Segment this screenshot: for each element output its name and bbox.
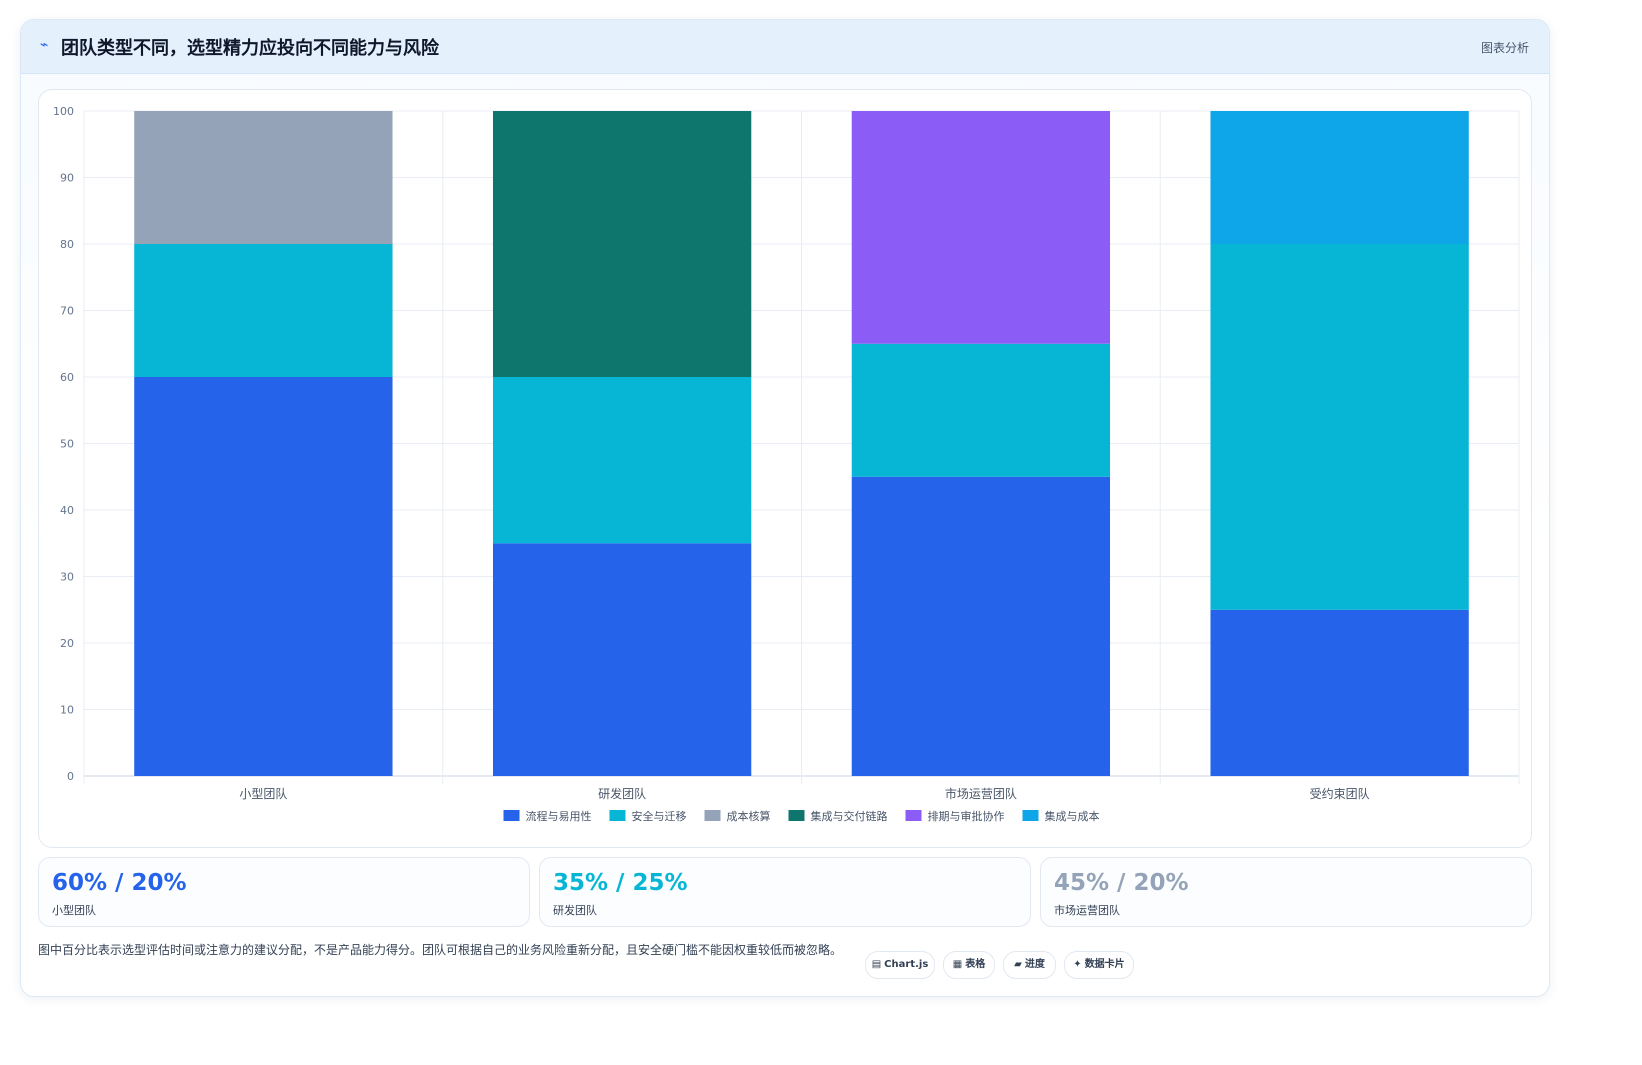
bar-segment [492,377,752,544]
bar-segment [1210,609,1469,776]
chip-data-card[interactable]: ✦ 数据卡片 [1064,951,1134,979]
sparkle-icon: ✦ [1073,959,1082,970]
card-header: ⌁ 团队类型不同，选型精力应投向不同能力与风险 图表分析 [21,20,1549,74]
x-tick-label: 小型团队 [239,786,287,801]
chart-card: ⌁ 团队类型不同，选型精力应投向不同能力与风险 图表分析 0 10 20 30 40 50… [20,19,1550,997]
chart-title: 团队类型不同，选型精力应投向不同能力与风险 [61,38,439,59]
legend-swatch [788,810,805,821]
stat-label: 市场运营团队 [1054,904,1120,917]
chip-label: Chart.js [884,959,929,970]
chip-label: 进度 [1024,959,1045,970]
bar-segment [134,111,393,244]
legend-label: 集成与成本 [1045,809,1100,823]
stat-value: 45% / 20% [1054,870,1189,896]
bar-segment [851,111,1111,344]
stat-value: 35% / 25% [553,870,688,896]
chip-chartjs[interactable]: ▤ Chart.js [865,951,935,979]
chart-analysis-tag: 图表分析 [1480,41,1529,55]
stat-card-rd-team: 35% / 25% 研发团队 [539,857,1031,927]
stat-label: 研发团队 [553,904,597,917]
bar-segment [851,476,1111,776]
legend-label: 集成与交付链路 [811,809,888,823]
bar-segment [134,244,393,377]
chart-footnote: 图中百分比表示选型评估时间或注意力的建议分配，不是产品能力得分。团队可根据自己的… [38,943,843,957]
legend-swatch [704,810,721,821]
y-tick-label: 60 [60,371,74,384]
stat-card-small-team: 60% / 20% 小型团队 [38,857,530,927]
progress-icon: ▰ [1014,959,1022,970]
y-tick-label: 10 [60,704,74,717]
y-tick-label: 50 [60,438,74,451]
bar-segment [851,343,1111,477]
bar-segment [492,111,752,377]
legend-swatch [1022,810,1039,821]
y-tick-label: 100 [53,105,74,118]
legend-swatch [609,810,626,821]
y-tick-label: 70 [60,305,74,318]
bar-segment [134,377,393,776]
chart-icon: ▤ [871,959,882,970]
chip-table[interactable]: ▦ 表格 [943,951,995,979]
y-tick-label: 20 [60,637,74,650]
y-tick-label: 30 [60,571,74,584]
legend-label: 排期与审批协作 [928,809,1005,823]
legend-label: 流程与易用性 [526,809,592,823]
chip-label: 数据卡片 [1084,959,1125,970]
x-tick-label: 市场运营团队 [945,786,1017,801]
chart-area: 0 10 20 30 40 50 60 70 80 90 100 小型团队 研发团队 市场运营团队 受约束团… [38,89,1532,848]
bar-segment [492,543,752,776]
x-tick-label: 受约束团队 [1310,786,1370,801]
legend-label: 安全与迁移 [632,809,687,823]
bar-segment [1210,244,1469,610]
x-tick-label: 研发团队 [598,786,646,801]
y-tick-label: 40 [60,504,74,517]
y-tick-label: 90 [60,172,74,185]
y-tick-label: 80 [60,238,74,251]
stat-label: 小型团队 [52,904,96,917]
trend-line-icon: ⌁ [40,37,49,53]
stat-card-marketing-team: 45% / 20% 市场运营团队 [1040,857,1532,927]
legend-label: 成本核算 [727,809,771,823]
y-tick-label: 0 [67,770,74,783]
table-icon: ▦ [952,959,963,970]
stacked-bar-chart: 0 10 20 30 40 50 60 70 80 90 100 小型团队 研发团队 市场运营团队 受约束团… [53,105,1520,823]
legend-swatch [503,810,520,821]
chip-progress[interactable]: ▰ 进度 [1003,951,1056,979]
legend-swatch [905,810,922,821]
bar-segment [1210,111,1469,244]
stat-value: 60% / 20% [52,870,187,896]
chip-label: 表格 [965,959,986,970]
